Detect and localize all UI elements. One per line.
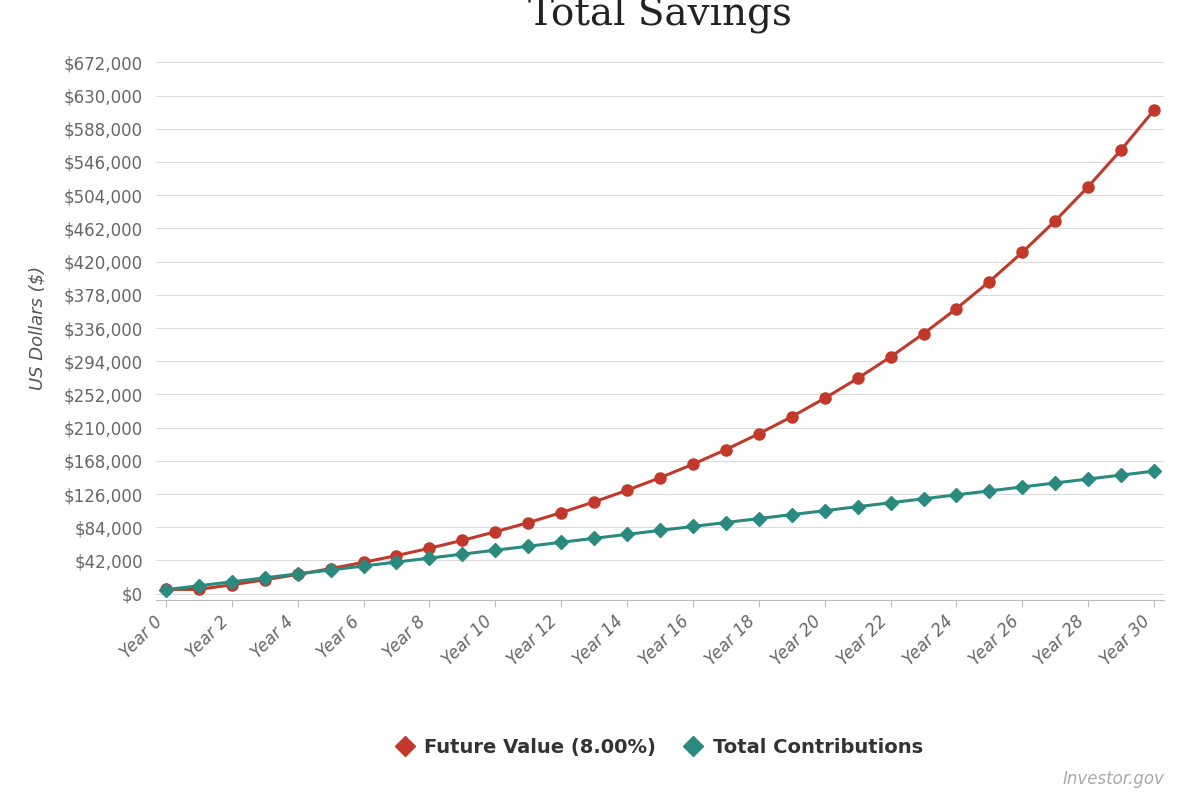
Title: Total Savings: Total Savings <box>528 0 792 34</box>
Y-axis label: US Dollars ($): US Dollars ($) <box>29 266 47 390</box>
Legend: Future Value (8.00%), Total Contributions: Future Value (8.00%), Total Contribution… <box>390 730 930 764</box>
Text: Investor.gov: Investor.gov <box>1062 770 1164 788</box>
